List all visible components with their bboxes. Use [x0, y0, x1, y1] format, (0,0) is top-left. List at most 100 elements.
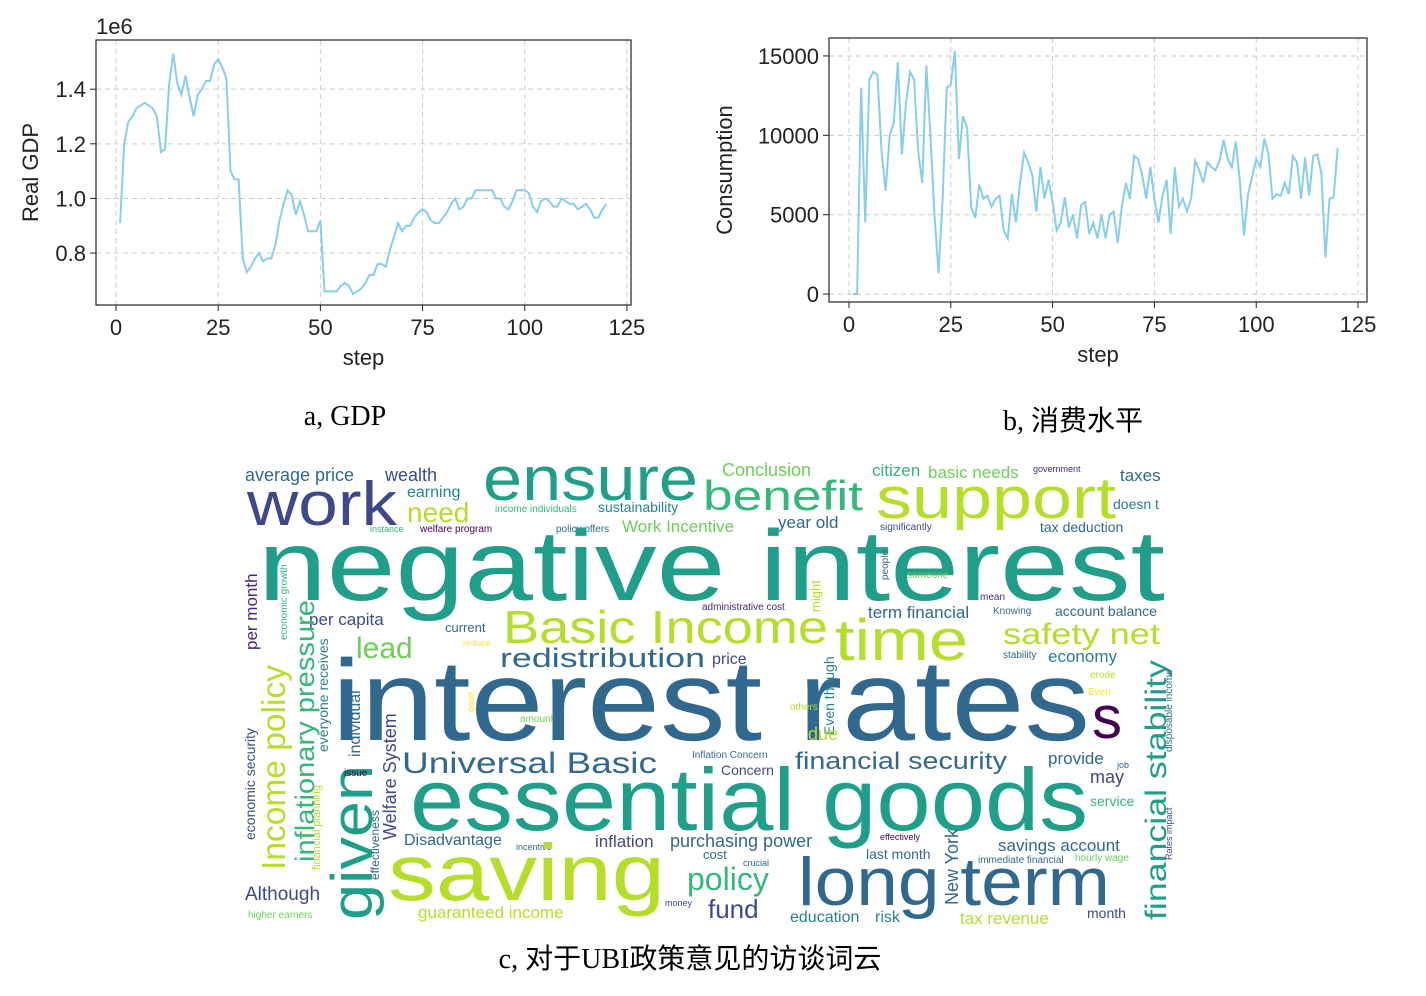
word: individual: [347, 690, 364, 757]
y-tick-label: 15000: [758, 44, 819, 69]
word: Although: [245, 884, 320, 905]
word: month: [1087, 905, 1126, 921]
word: long term: [798, 844, 1110, 920]
word: Welfare System: [380, 713, 400, 840]
word: fund: [708, 894, 759, 924]
word: earning: [407, 484, 460, 501]
word: Concern: [721, 762, 774, 778]
word: tax revenue: [960, 909, 1049, 928]
word: someone: [907, 570, 949, 581]
word: savings account: [998, 836, 1120, 855]
word: s: [1092, 684, 1122, 751]
y-tick-label: 1.0: [55, 186, 86, 211]
word: everyone receives: [315, 638, 331, 752]
word: financial planning: [311, 785, 323, 870]
word: essential goods: [410, 750, 1088, 849]
word: policy: [687, 861, 769, 897]
x-axis-label: step: [1077, 342, 1119, 367]
word: Universal Basic: [402, 747, 657, 780]
word: current: [445, 620, 486, 635]
word: effectiveness: [368, 810, 382, 880]
word: issue: [344, 768, 368, 779]
word: higher earners: [248, 910, 312, 921]
word: saving: [388, 828, 665, 917]
word: might: [808, 580, 823, 612]
word: term financial: [868, 603, 969, 622]
line-chart: 0 25 50 75 100 125 0.8 1.0 1.2 1.4 step Real GDP 1e6: [18, 14, 645, 370]
plot-frame: [95, 39, 632, 306]
x-tick-label: 75: [410, 315, 434, 340]
word: education: [790, 909, 859, 926]
x-tick-label: 100: [506, 315, 543, 340]
word: inflationary pressure: [290, 600, 320, 862]
word: others: [790, 702, 818, 713]
word: financial stability: [1140, 660, 1173, 920]
x-axis-label: step: [343, 345, 385, 370]
word: per month: [242, 573, 261, 650]
plot-frame: [828, 37, 1368, 303]
word: ensure: [483, 445, 698, 514]
y-axis-label: Consumption: [712, 105, 737, 235]
word: average price: [245, 465, 354, 485]
word: risk: [875, 909, 901, 926]
x-tick-label: 75: [1142, 312, 1166, 337]
word: time: [835, 608, 968, 673]
word: inflation: [595, 832, 654, 851]
word: Conclusion: [722, 460, 811, 480]
word: per capita: [309, 610, 384, 629]
word: support: [876, 466, 1116, 531]
x-tick-label: 0: [843, 312, 855, 337]
x-tick-label: 125: [1340, 312, 1377, 337]
word: purchasing power: [670, 831, 812, 851]
word: cost: [703, 847, 727, 862]
word: Even though: [821, 656, 837, 735]
word: Rates impact: [1164, 807, 1174, 860]
word: New York: [942, 828, 962, 905]
word: interest rates: [332, 637, 1090, 765]
word: last month: [866, 846, 931, 862]
word: immediate financial: [978, 855, 1064, 866]
x-tick-label: 25: [206, 315, 230, 340]
word: hourly wage: [1075, 853, 1129, 864]
y-tick-label: 0.8: [55, 241, 86, 266]
y-tick-label: 1.4: [55, 77, 86, 102]
word: account balance: [1055, 603, 1157, 619]
word: crucial: [743, 858, 769, 868]
word: price: [712, 651, 747, 668]
word: amount: [520, 714, 554, 725]
word: financial security: [795, 748, 1007, 775]
word: erode: [1090, 670, 1116, 681]
word: job: [1116, 760, 1129, 770]
word: Disadvantage: [404, 832, 502, 849]
y-tick-label: 1.2: [55, 132, 86, 157]
x-tick-label: 125: [609, 315, 646, 340]
word: need: [407, 497, 469, 528]
word: doesn t: [1113, 496, 1159, 512]
x-tick-label: 50: [1040, 312, 1064, 337]
caption: a, GDP: [304, 401, 386, 432]
x-tick-label: 50: [308, 315, 332, 340]
word: lead: [356, 632, 413, 665]
word: safety net: [1003, 618, 1161, 651]
word: mean: [980, 592, 1005, 603]
y-axis-label: Real GDP: [18, 123, 43, 222]
word: benefit: [703, 472, 863, 519]
x-tick-label: 100: [1238, 312, 1275, 337]
word: welfare program: [419, 524, 492, 535]
y-tick-label: 5000: [770, 203, 819, 228]
word: negative interest: [258, 510, 1165, 622]
word: significantly: [880, 522, 932, 533]
word: economic growth: [279, 564, 290, 640]
word: citizen: [872, 461, 920, 480]
word: Income policy: [255, 665, 292, 870]
word: provide: [1048, 749, 1104, 768]
word: government: [1033, 464, 1081, 474]
y-tick-label: 0: [807, 282, 819, 307]
word: economy: [1048, 647, 1117, 666]
word: sustainability: [598, 499, 678, 515]
word: Even: [1088, 687, 1111, 698]
word: administrative cost: [702, 602, 785, 613]
word: Work Incentive: [622, 517, 734, 536]
